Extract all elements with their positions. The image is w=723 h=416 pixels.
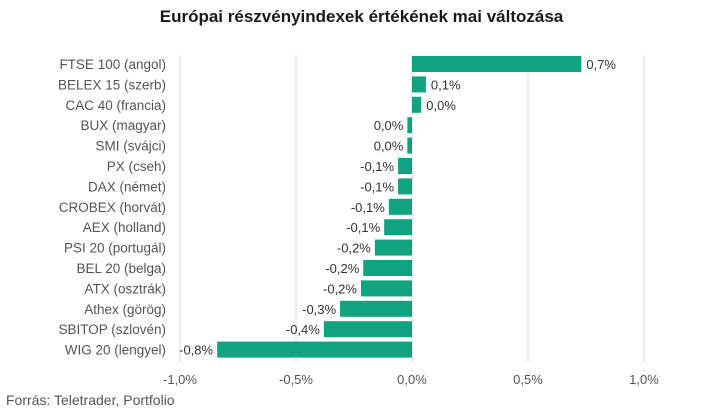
category-label: CAC 40 (francia) <box>65 98 166 113</box>
bar <box>412 96 422 113</box>
bar <box>412 56 582 72</box>
value-label: 0,0% <box>426 98 456 113</box>
value-label: -0,1% <box>360 179 394 194</box>
bar <box>388 198 412 215</box>
bar <box>398 158 412 174</box>
value-label: 0,1% <box>431 77 461 92</box>
labels: -1,0% -0,5% 0,0% 0,5% 1,0% FTSE 100 (angol) 0,… <box>58 57 659 387</box>
bar <box>398 178 412 195</box>
value-label: 0,0% <box>374 118 404 133</box>
value-label: -0,1% <box>360 159 394 174</box>
category-label: BELEX 15 (szerb) <box>58 77 166 92</box>
value-label: -0,2% <box>323 281 357 296</box>
category-label: WIG 20 (lengyel) <box>65 343 166 358</box>
category-label: BEL 20 (belga) <box>76 261 166 276</box>
bar <box>323 321 412 338</box>
value-label: -0,8% <box>179 343 213 358</box>
category-label: BUX (magyar) <box>80 118 166 133</box>
bar <box>407 137 412 154</box>
bar <box>340 300 412 317</box>
bar <box>360 280 412 297</box>
value-label: -0,1% <box>346 220 380 235</box>
x-tick-label: -1,0% <box>163 372 197 387</box>
bar <box>363 260 412 276</box>
category-label: ATX (osztrák) <box>84 281 166 296</box>
category-label: Athex (görög) <box>84 302 166 317</box>
value-label: -0,3% <box>302 302 336 317</box>
category-label: AEX (holland) <box>83 220 166 235</box>
value-label: 0,7% <box>586 57 616 72</box>
bar <box>407 117 412 134</box>
chart-title: Európai részvényindexek értékének mai vá… <box>159 7 564 26</box>
x-tick-label: 0,5% <box>513 372 543 387</box>
chart-source: Forrás: Teletrader, Portfolio <box>6 392 175 408</box>
bar <box>412 76 426 93</box>
category-label: DAX (német) <box>88 179 166 194</box>
category-label: FTSE 100 (angol) <box>59 57 166 72</box>
category-label: PX (cseh) <box>107 159 166 174</box>
value-label: -0,2% <box>337 241 371 256</box>
value-label: -0,1% <box>351 200 385 215</box>
category-label: SMI (svájci) <box>96 139 167 154</box>
bar <box>217 341 412 358</box>
bars <box>217 56 582 358</box>
x-tick-label: 1,0% <box>629 372 659 387</box>
category-label: PSI 20 (portugál) <box>64 241 166 256</box>
bar <box>374 239 412 256</box>
x-tick-label: 0,0% <box>397 372 427 387</box>
x-tick-label: -0,5% <box>279 372 313 387</box>
value-label: -0,4% <box>286 322 320 337</box>
value-label: 0,0% <box>374 139 404 154</box>
bar <box>384 219 412 236</box>
category-label: CROBEX (horvát) <box>59 200 166 215</box>
category-label: SBITOP (szlovén) <box>58 322 166 337</box>
value-label: -0,2% <box>325 261 359 276</box>
